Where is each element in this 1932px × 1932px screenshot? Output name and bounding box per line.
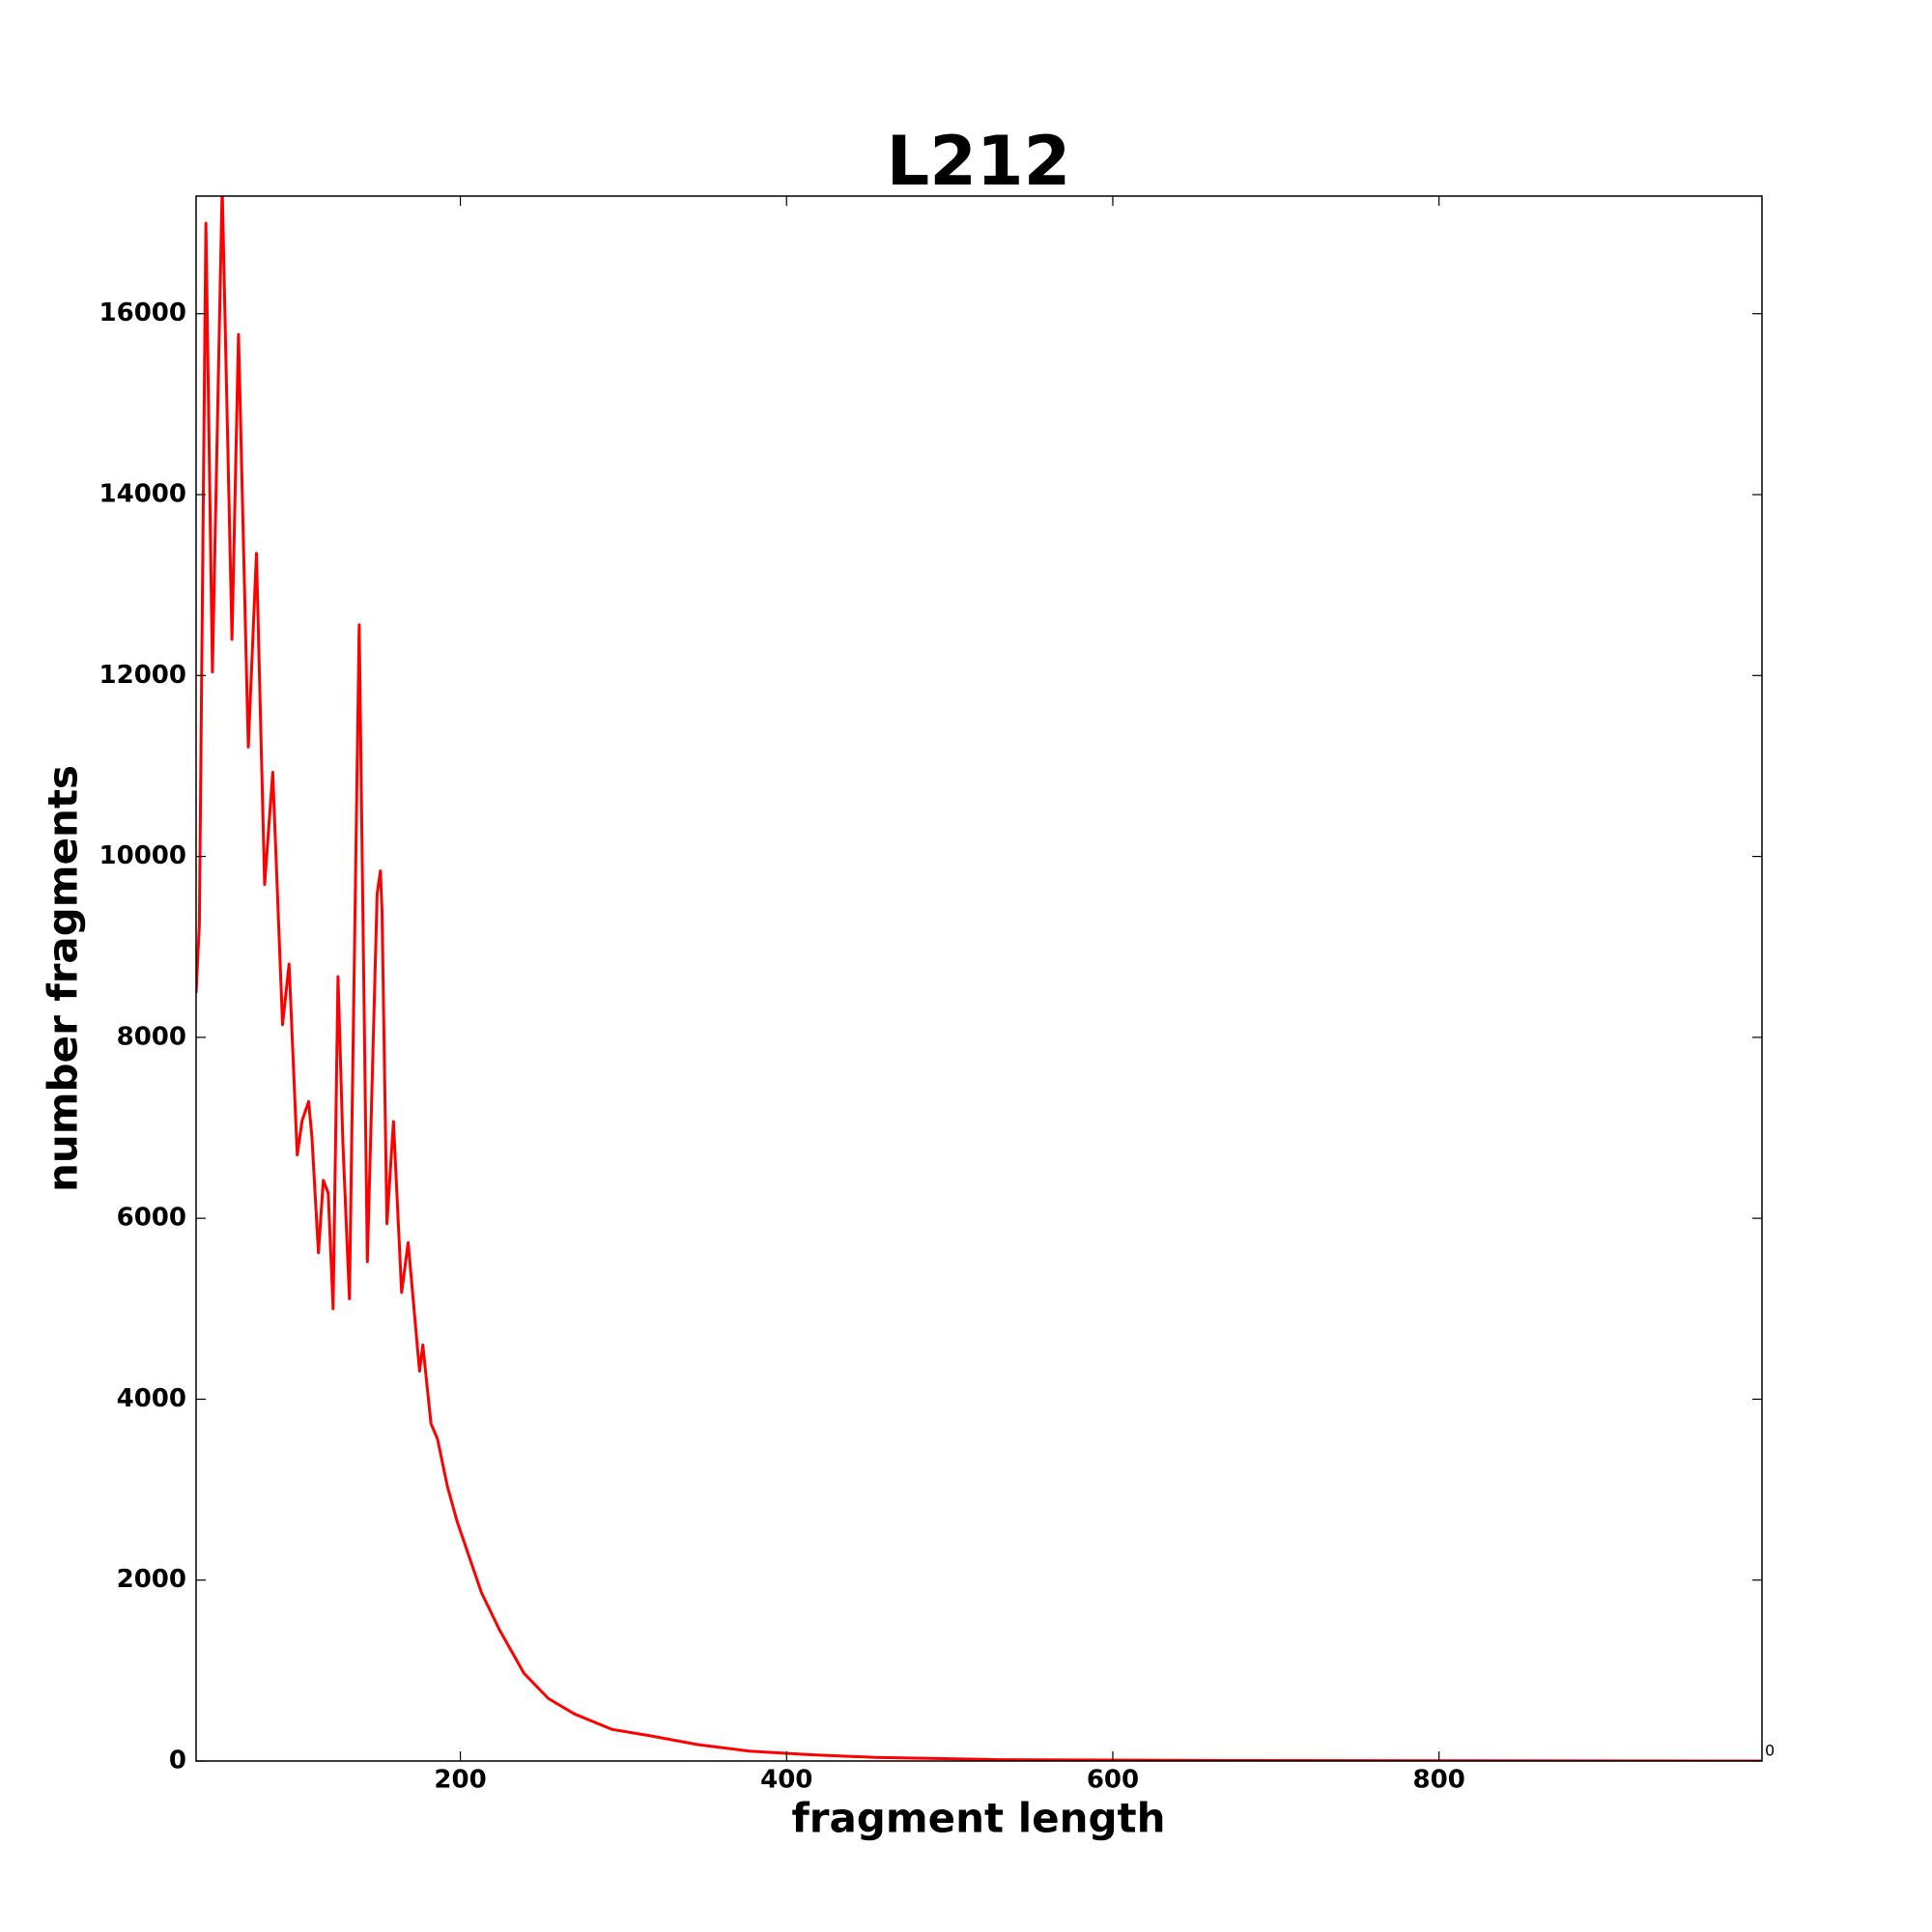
y-tick-label: 2000 [117, 1565, 186, 1594]
y-axis-label: number fragments [40, 765, 87, 1192]
y-tick-label: 6000 [117, 1204, 186, 1233]
offset-annotation: 0 [1765, 1742, 1775, 1760]
plot-area [196, 196, 1762, 1761]
data-line [196, 196, 1762, 1761]
y-tick-label: 8000 [117, 1022, 186, 1051]
plot-frame [195, 195, 1763, 1762]
y-tick-label: 10000 [99, 841, 186, 870]
y-tick-label: 16000 [99, 298, 186, 327]
chart-title: L212 [887, 122, 1071, 201]
x-tick-label: 600 [1087, 1766, 1139, 1795]
y-tick-label: 14000 [99, 480, 186, 509]
x-tick-label: 800 [1413, 1766, 1465, 1795]
x-tick-label: 200 [434, 1766, 486, 1795]
y-tick-label: 0 [169, 1747, 186, 1776]
x-axis-label: fragment length [791, 1795, 1165, 1842]
y-tick-label: 4000 [117, 1384, 186, 1413]
y-tick-label: 12000 [99, 661, 186, 690]
x-tick-label: 400 [760, 1766, 812, 1795]
